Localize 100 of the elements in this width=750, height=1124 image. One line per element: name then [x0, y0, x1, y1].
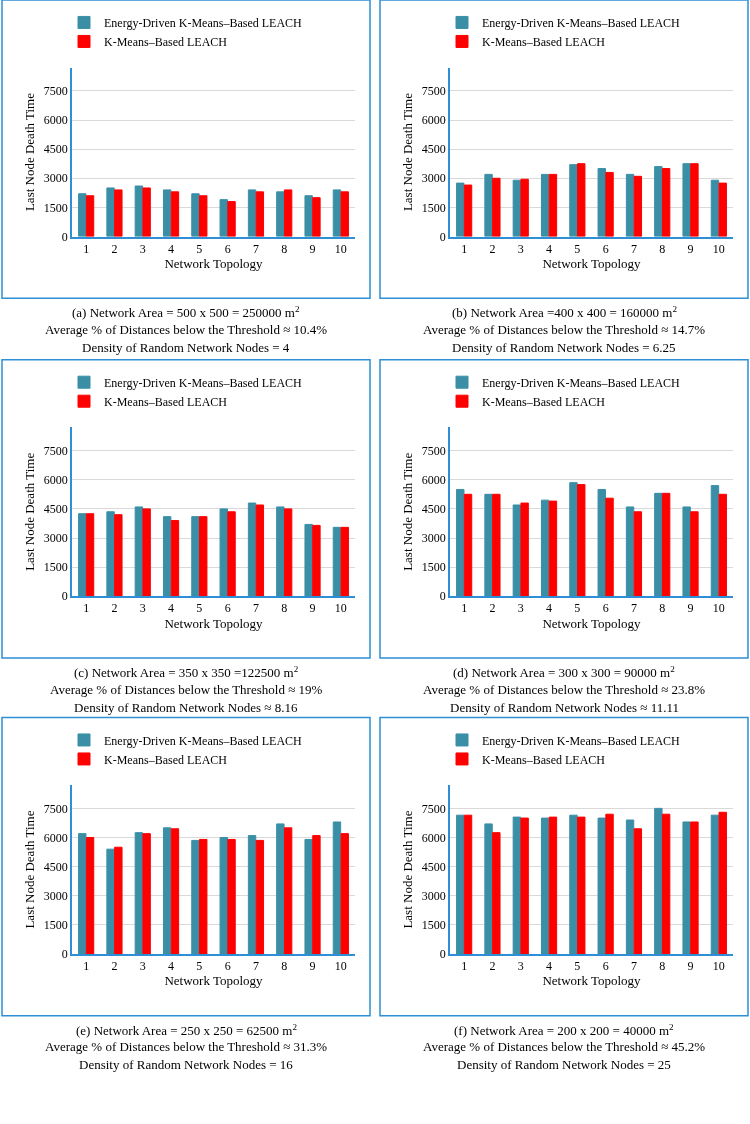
bar — [605, 497, 614, 597]
x-tick-label: 3 — [517, 241, 524, 256]
x-tick-label: 1 — [83, 601, 90, 616]
bar — [540, 499, 550, 597]
y-tick-label: 1500 — [43, 200, 68, 215]
y-tick-label: 7500 — [43, 443, 68, 458]
x-axis-title: Network Topology — [542, 615, 642, 631]
text: (a) Network Area = 500 x 500 = 250000 m$^{2}$ — [72, 304, 300, 321]
x-tick-label: 4 — [546, 601, 553, 616]
x-tick-label: 6 — [224, 601, 231, 616]
y-axis-title: Last Node Death Time — [400, 92, 416, 212]
bar — [162, 516, 172, 597]
x-tick-label: 1 — [461, 959, 468, 974]
bar — [312, 524, 321, 597]
x-tick-label: 8 — [281, 601, 288, 616]
bar — [227, 838, 236, 955]
y-axis-title: Last Node Death Time — [22, 452, 38, 571]
x-tick-label: 10 — [334, 959, 347, 974]
bar — [78, 513, 87, 597]
x-tick-label: 7 — [252, 601, 259, 616]
y-tick-label: 4500 — [421, 142, 446, 157]
x-tick-label: 5 — [196, 959, 203, 974]
x-tick-label: 4 — [546, 959, 553, 974]
x-tick-label: 10 — [712, 241, 725, 256]
bar — [484, 173, 493, 237]
y-tick-label: 6000 — [43, 830, 68, 845]
bar — [569, 164, 578, 237]
x-tick-label: 4 — [546, 241, 553, 256]
legend-label: Energy-Driven K-Means–Based LEACH — [482, 733, 681, 748]
x-tick-label: 6 — [224, 959, 231, 974]
x-tick-label: 8 — [281, 241, 288, 256]
bar — [661, 492, 671, 597]
y-axis-title: Last Node Death Time — [400, 452, 416, 571]
text: Density of Random Network Nodes = 6.25 — [452, 340, 676, 355]
x-tick-label: 9 — [309, 601, 316, 616]
bar — [162, 827, 172, 955]
bar — [219, 837, 228, 955]
y-tick-label: 0 — [439, 589, 446, 604]
y-tick-label: 0 — [61, 229, 68, 244]
bar — [718, 182, 727, 237]
bar — [492, 177, 501, 237]
x-tick-label: 3 — [139, 601, 146, 616]
bar — [227, 201, 236, 237]
y-axis-title: Last Node Death Time — [22, 810, 38, 929]
bar — [597, 168, 606, 237]
y-tick-label: 6000 — [421, 830, 446, 845]
y-tick-label: 3000 — [43, 531, 68, 546]
bar — [142, 833, 151, 955]
bar — [191, 193, 200, 237]
text: Average % of Distances below the Threshold ≈ 10.4% — [45, 322, 328, 337]
text: Average % of Distances below the Threshold ≈ 14.7% — [423, 322, 706, 337]
legend-label: Energy-Driven K-Means–Based LEACH — [482, 16, 681, 31]
x-tick-label: 2 — [489, 959, 496, 974]
y-tick-label: 4500 — [43, 859, 68, 874]
x-tick-label: 5 — [574, 959, 581, 974]
legend-label: Energy-Driven K-Means–Based LEACH — [104, 733, 303, 748]
legend-label: K-Means–Based LEACH — [104, 752, 228, 767]
bar — [283, 189, 293, 237]
bar — [85, 195, 95, 237]
legend-label: Energy-Driven K-Means–Based LEACH — [104, 16, 303, 31]
y-tick-label: 6000 — [421, 113, 446, 128]
bar — [312, 835, 321, 955]
x-tick-label: 4 — [168, 959, 175, 974]
x-tick-label: 9 — [687, 959, 694, 974]
legend-label: K-Means–Based LEACH — [104, 394, 228, 409]
bar — [540, 173, 550, 237]
bar — [114, 846, 123, 955]
text: Density of Random Network Nodes = 25 — [457, 1057, 671, 1072]
bar — [577, 484, 586, 597]
x-tick-label: 7 — [252, 959, 259, 974]
x-tick-label: 8 — [659, 241, 666, 256]
x-tick-label: 7 — [630, 601, 637, 616]
x-tick-label: 2 — [111, 241, 118, 256]
x-tick-label: 10 — [334, 601, 347, 616]
bar — [312, 197, 321, 237]
bar — [170, 191, 180, 237]
y-tick-label: 4500 — [43, 142, 68, 157]
y-tick-label: 4500 — [43, 502, 68, 517]
text: (e) Network Area = 250 x 250 = 62500 m$^{2}$ — [76, 1022, 298, 1039]
y-tick-label: 0 — [61, 589, 68, 604]
text: Average % of Distances below the Threshold ≈ 23.8% — [423, 682, 706, 697]
x-tick-label: 8 — [659, 601, 666, 616]
x-tick-label: 9 — [687, 241, 694, 256]
x-tick-label: 1 — [461, 601, 468, 616]
x-tick-label: 3 — [139, 241, 146, 256]
y-tick-label: 4500 — [421, 859, 446, 874]
bar — [577, 163, 586, 237]
bar — [106, 187, 115, 237]
bar — [255, 191, 265, 237]
bar — [106, 511, 115, 597]
y-tick-label: 0 — [439, 229, 446, 244]
x-tick-label: 9 — [687, 601, 694, 616]
y-tick-label: 3000 — [421, 531, 446, 546]
x-tick-label: 10 — [712, 601, 725, 616]
bar — [633, 511, 643, 597]
bar — [170, 520, 180, 597]
bar — [548, 173, 558, 237]
x-tick-label: 3 — [517, 601, 524, 616]
bar — [114, 514, 123, 597]
x-tick-label: 6 — [224, 241, 231, 256]
